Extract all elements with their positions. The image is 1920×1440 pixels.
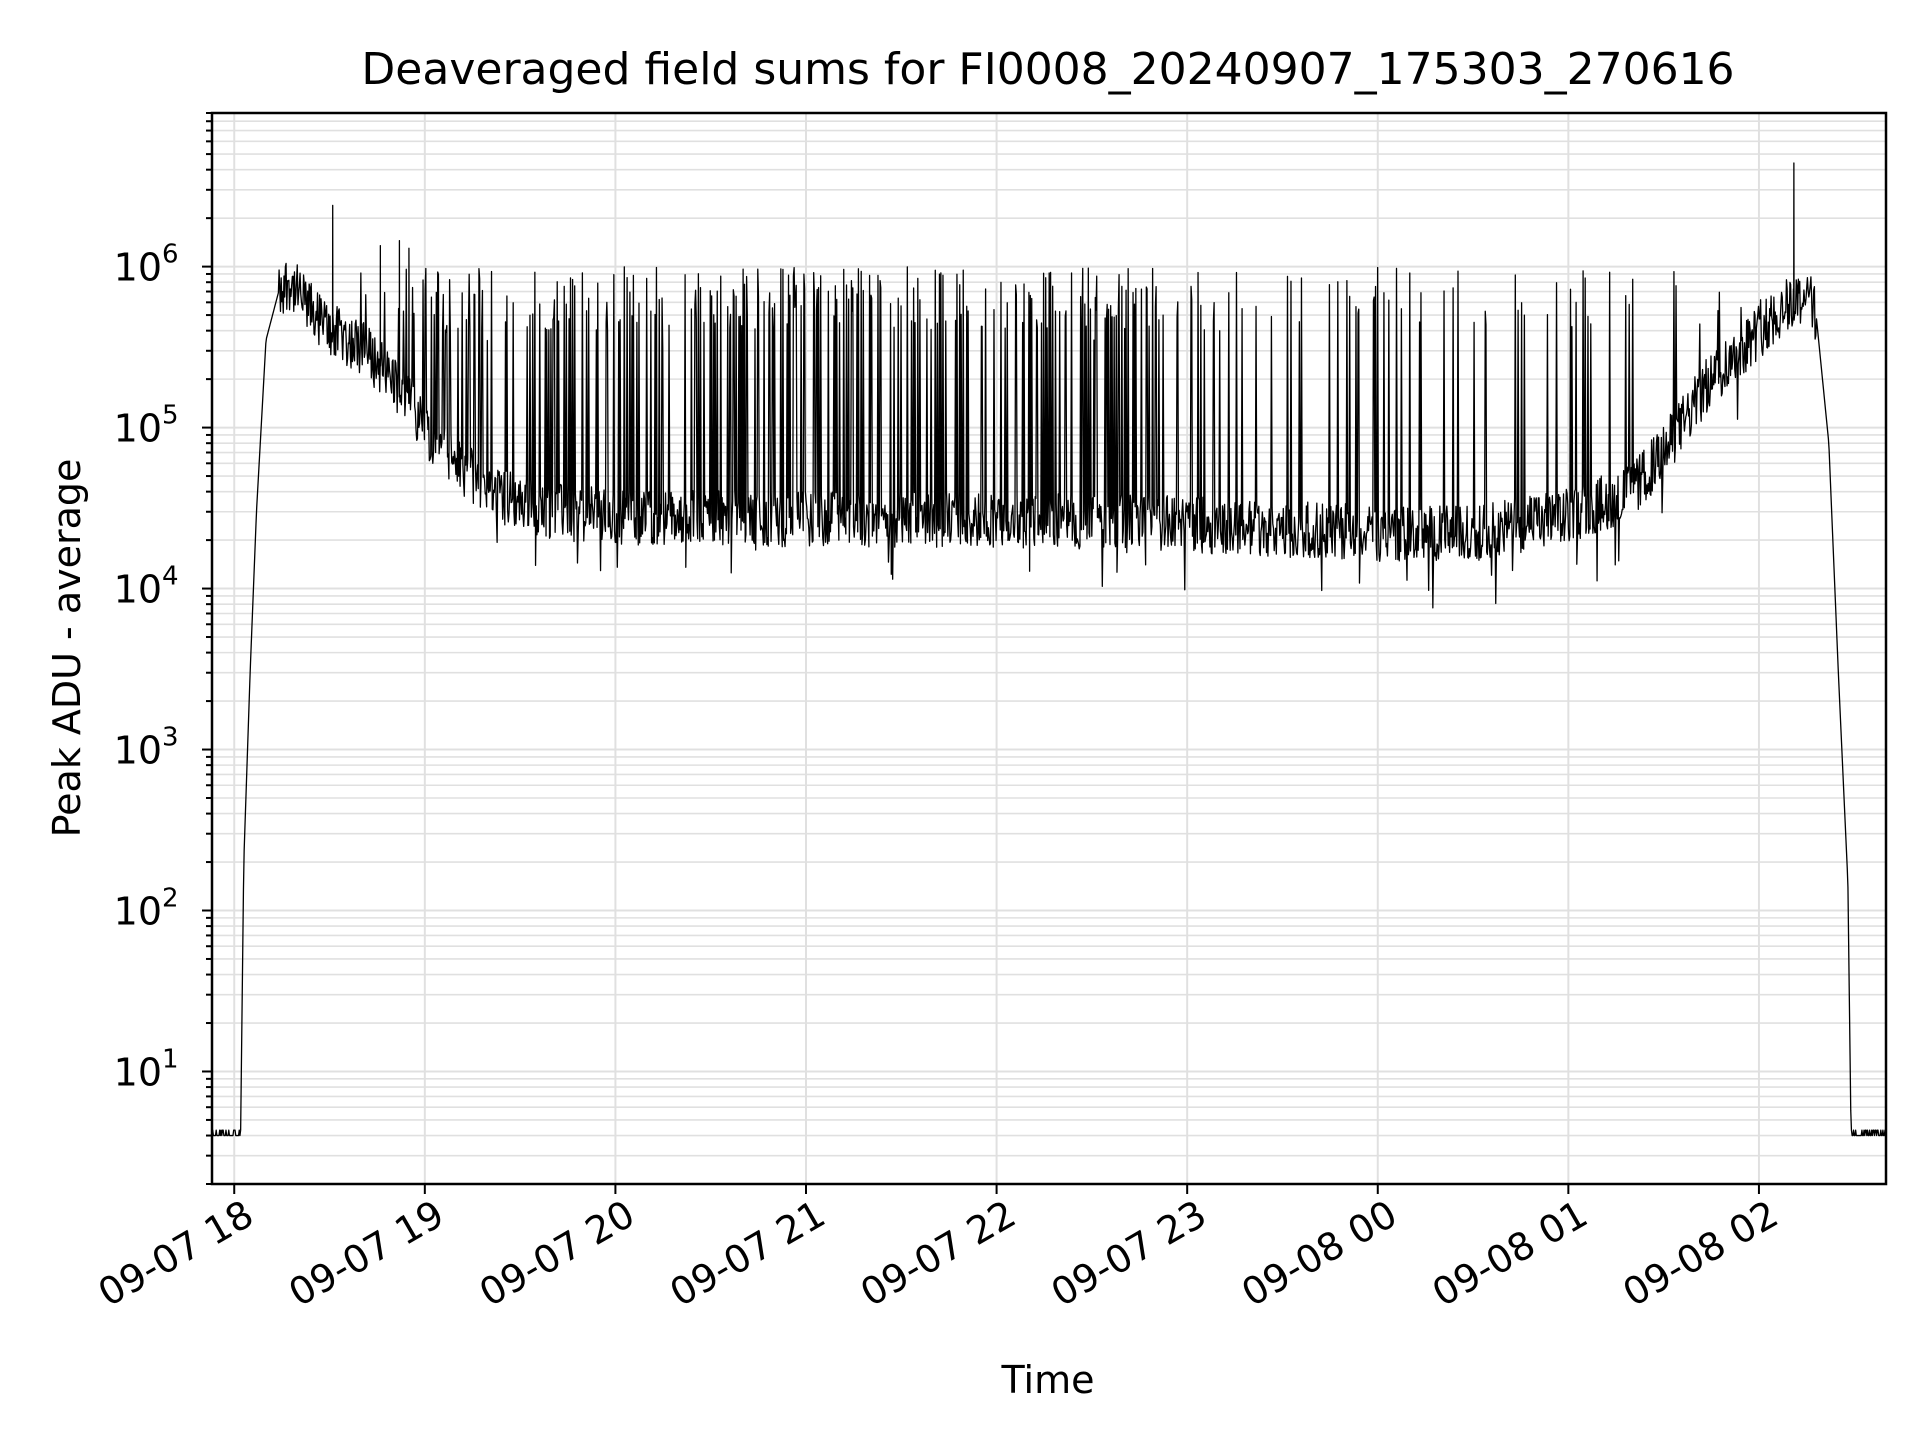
y-tick-exponent: 5	[162, 401, 179, 431]
y-tick-exponent: 1	[162, 1044, 179, 1074]
y-tick-label: 10	[114, 890, 162, 934]
y-axis-label: Peak ADU - average	[45, 459, 89, 838]
y-tick-label: 10	[114, 407, 162, 451]
y-tick-label: 10	[114, 246, 162, 290]
grid	[212, 112, 1886, 1185]
y-tick-exponent: 6	[162, 240, 179, 270]
chart-title: Deaveraged field sums for FI0008_2024090…	[361, 44, 1734, 95]
data-series	[211, 162, 1887, 1137]
x-axis-label: Time	[1001, 1358, 1095, 1402]
y-tick-exponent: 3	[162, 723, 179, 753]
y-tick-exponent: 4	[162, 562, 179, 592]
plot-frame	[210, 111, 1888, 1186]
y-tick-label: 10	[114, 729, 162, 773]
y-tick-label: 10	[114, 568, 162, 612]
y-tick-label: 10	[114, 1050, 162, 1094]
y-tick-exponent: 2	[162, 884, 179, 914]
series-line	[211, 162, 1887, 1137]
